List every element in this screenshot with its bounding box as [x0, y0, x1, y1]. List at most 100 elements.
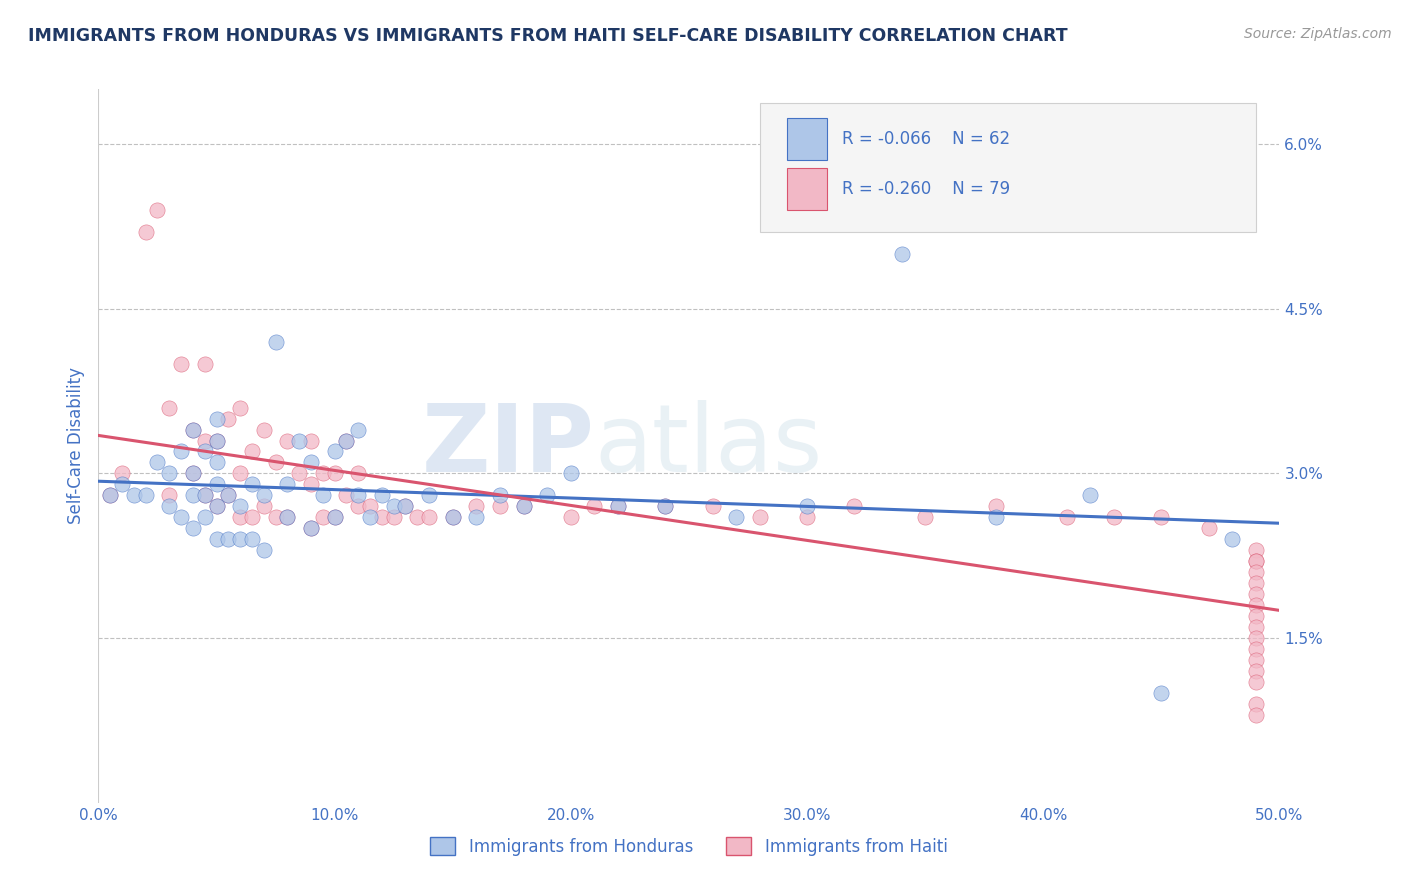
Point: [170, 357, 193, 371]
Point: [288, 434, 311, 448]
Point: [984, 510, 1007, 524]
Point: [335, 434, 357, 448]
Point: [205, 477, 228, 491]
Point: [323, 510, 346, 524]
Point: [441, 510, 464, 524]
Point: [441, 510, 464, 524]
Point: [371, 510, 394, 524]
Point: [205, 455, 228, 469]
Point: [1244, 620, 1267, 634]
Point: [194, 510, 217, 524]
Point: [205, 411, 228, 425]
Point: [347, 500, 370, 514]
Point: [217, 533, 239, 547]
Point: [702, 500, 724, 514]
Point: [560, 510, 582, 524]
Point: [382, 500, 405, 514]
Point: [111, 467, 134, 481]
Text: atlas: atlas: [595, 400, 823, 492]
Point: [205, 500, 228, 514]
Point: [299, 521, 322, 535]
Point: [1150, 686, 1173, 700]
Point: [406, 510, 429, 524]
Point: [1244, 631, 1267, 645]
Point: [98, 488, 121, 502]
Point: [654, 500, 676, 514]
FancyBboxPatch shape: [787, 118, 827, 161]
Point: [312, 467, 335, 481]
Point: [844, 500, 866, 514]
Point: [122, 488, 145, 502]
Point: [512, 500, 534, 514]
Point: [359, 510, 381, 524]
Point: [157, 500, 180, 514]
Point: [205, 500, 228, 514]
FancyBboxPatch shape: [759, 103, 1256, 232]
Point: [1244, 675, 1267, 690]
Point: [205, 434, 228, 448]
Point: [489, 488, 512, 502]
Point: [984, 500, 1007, 514]
Point: [181, 467, 204, 481]
Point: [512, 500, 534, 514]
Point: [1244, 598, 1267, 612]
Point: [288, 467, 311, 481]
Point: [536, 488, 558, 502]
Point: [418, 488, 440, 502]
Point: [1244, 653, 1267, 667]
Point: [240, 477, 263, 491]
Point: [382, 510, 405, 524]
Point: [299, 521, 322, 535]
Point: [1244, 566, 1267, 580]
Point: [299, 477, 322, 491]
Point: [276, 510, 298, 524]
Point: [135, 488, 157, 502]
Point: [264, 334, 287, 349]
Point: [1244, 642, 1267, 657]
Point: [607, 500, 630, 514]
Point: [264, 455, 287, 469]
Point: [335, 488, 357, 502]
Point: [335, 434, 357, 448]
Point: [359, 500, 381, 514]
Point: [170, 444, 193, 458]
Point: [489, 500, 512, 514]
Point: [217, 488, 239, 502]
FancyBboxPatch shape: [787, 168, 827, 211]
Point: [1220, 533, 1243, 547]
Point: [181, 423, 204, 437]
Point: [1244, 554, 1267, 568]
Point: [323, 510, 346, 524]
Point: [1244, 609, 1267, 624]
Text: ZIP: ZIP: [422, 400, 595, 492]
Point: [240, 533, 263, 547]
Point: [418, 510, 440, 524]
Point: [323, 444, 346, 458]
Point: [157, 401, 180, 415]
Point: [323, 467, 346, 481]
Text: R = -0.260    N = 79: R = -0.260 N = 79: [842, 180, 1011, 198]
Point: [914, 510, 936, 524]
Point: [157, 467, 180, 481]
Point: [312, 488, 335, 502]
Point: [98, 488, 121, 502]
Point: [194, 488, 217, 502]
Point: [181, 423, 204, 437]
Point: [229, 467, 252, 481]
Point: [146, 202, 169, 217]
Point: [1244, 576, 1267, 591]
Point: [194, 444, 217, 458]
Point: [205, 434, 228, 448]
Point: [276, 434, 298, 448]
Point: [394, 500, 416, 514]
Point: [194, 434, 217, 448]
Point: [394, 500, 416, 514]
Point: [135, 225, 157, 239]
Point: [347, 423, 370, 437]
Point: [890, 247, 912, 261]
Text: Source: ZipAtlas.com: Source: ZipAtlas.com: [1244, 27, 1392, 41]
Point: [264, 510, 287, 524]
Point: [299, 434, 322, 448]
Text: IMMIGRANTS FROM HONDURAS VS IMMIGRANTS FROM HAITI SELF-CARE DISABILITY CORRELATI: IMMIGRANTS FROM HONDURAS VS IMMIGRANTS F…: [28, 27, 1067, 45]
Point: [253, 543, 276, 558]
